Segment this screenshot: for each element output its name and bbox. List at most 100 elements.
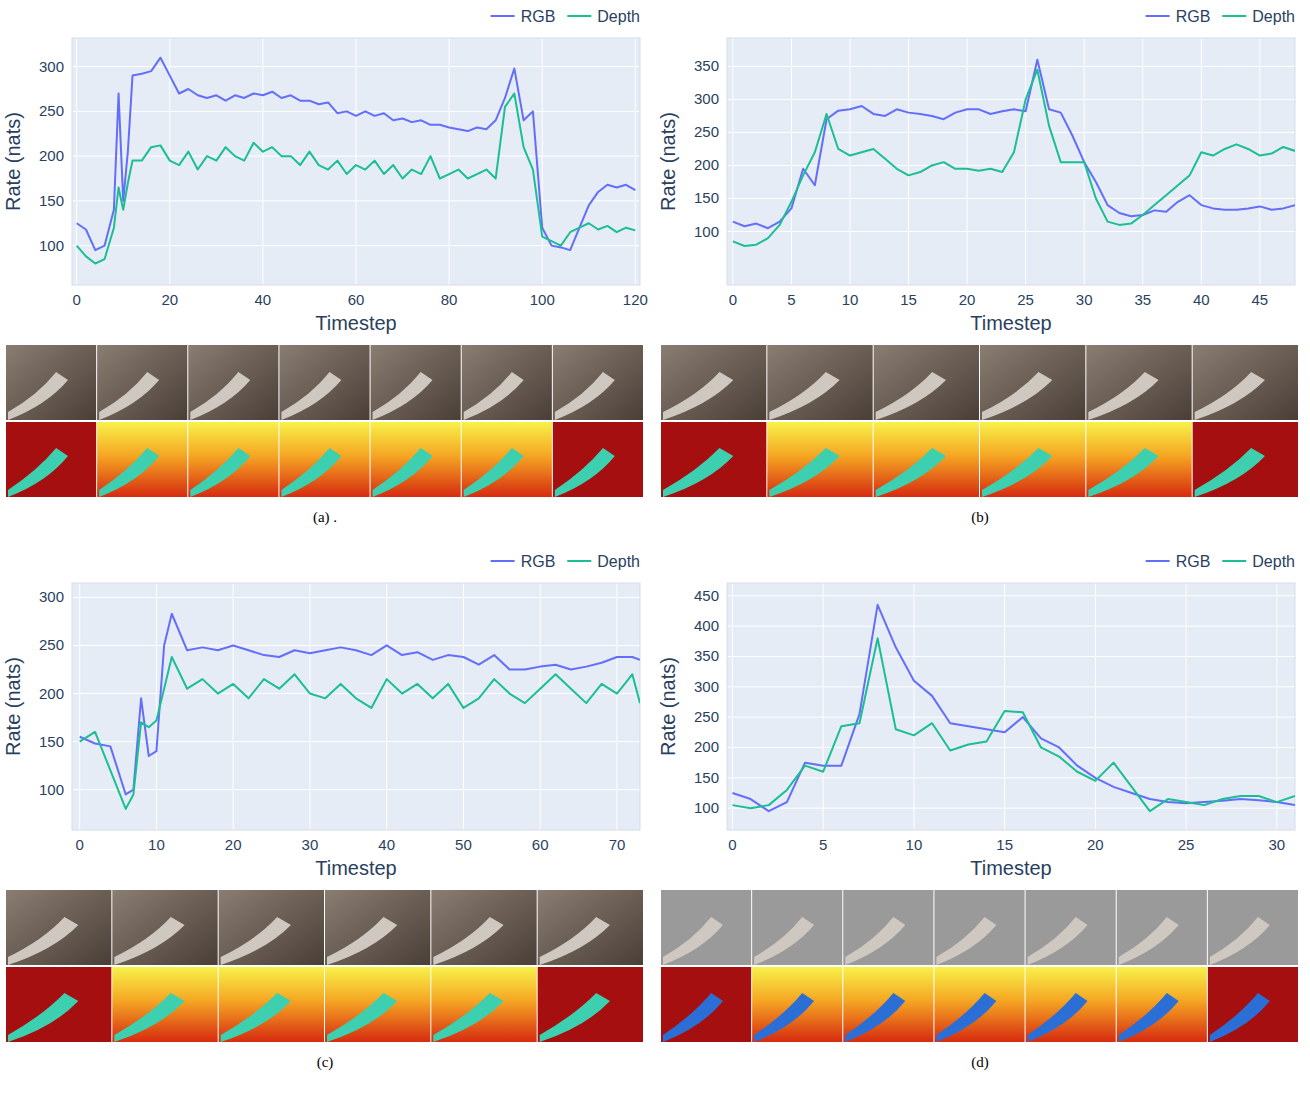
series-line — [733, 70, 1295, 246]
tick-label: 200 — [694, 156, 719, 173]
tick-label: 20 — [161, 291, 178, 308]
tick-label: 20 — [959, 291, 976, 308]
series-line — [77, 93, 636, 263]
tick-label: 200 — [694, 738, 719, 755]
series-line — [77, 58, 636, 250]
panel: 100150200250300350400450051015202530Time… — [657, 553, 1298, 1071]
rgb-thumbnail — [661, 345, 766, 420]
panel: 100150200250300020406080100120TimestepRa… — [2, 8, 648, 526]
tick-label: 40 — [255, 291, 272, 308]
grid-line — [1004, 583, 1005, 830]
tick-label: 0 — [729, 291, 737, 308]
grid-line — [727, 747, 1295, 748]
tick-label: 100 — [530, 291, 555, 308]
grid-line — [449, 38, 450, 285]
tick-label: 250 — [694, 123, 719, 140]
series-line — [80, 657, 640, 809]
depth-thumbnail — [752, 967, 842, 1042]
depth-thumbnail — [371, 422, 461, 497]
legend-label: RGB — [1176, 553, 1211, 570]
legend-swatch — [1222, 560, 1246, 562]
tick-label: 15 — [900, 291, 917, 308]
rgb-thumbnail — [661, 890, 751, 965]
tick-label: 0 — [72, 291, 80, 308]
tick-label: 30 — [302, 836, 319, 853]
tick-label: 250 — [694, 708, 719, 725]
tick-label: 20 — [1087, 836, 1104, 853]
grid-line — [1259, 38, 1260, 285]
figure: 100150200250300020406080100120TimestepRa… — [0, 0, 1310, 1105]
grid-line — [849, 38, 850, 285]
axis-title: Timestep — [315, 857, 397, 879]
grid-line — [72, 645, 640, 646]
rgb-thumbnail — [538, 890, 643, 965]
plot-background — [727, 38, 1295, 285]
grid-line — [309, 583, 310, 830]
grid-line — [913, 583, 914, 830]
depth-thumbnail — [843, 967, 933, 1042]
grid-line — [727, 686, 1295, 687]
tick-label: 350 — [694, 647, 719, 664]
grid-line — [727, 777, 1295, 778]
rgb-thumbnail — [371, 345, 461, 420]
grid-line — [1201, 38, 1202, 285]
panel-caption: (a) . — [313, 509, 337, 526]
depth-thumbnail — [538, 967, 643, 1042]
tick-label: 200 — [39, 685, 64, 702]
plot-frame — [72, 38, 640, 285]
tick-label: 300 — [694, 90, 719, 107]
depth-thumbnail — [279, 422, 369, 497]
legend-label: Depth — [1252, 8, 1295, 25]
grid-line — [1142, 38, 1143, 285]
tick-label: 250 — [39, 636, 64, 653]
tick-label: 300 — [694, 678, 719, 695]
tick-label: 50 — [455, 836, 472, 853]
tick-label: 30 — [1269, 836, 1286, 853]
grid-line — [262, 38, 263, 285]
tick-label: 100 — [694, 223, 719, 240]
grid-line — [72, 693, 640, 694]
tick-label: 0 — [728, 836, 736, 853]
depth-thumbnail — [462, 422, 552, 497]
panel-caption: (c) — [317, 1054, 334, 1071]
tick-label: 10 — [906, 836, 923, 853]
depth-thumbnail — [1208, 967, 1298, 1042]
grid-line — [727, 231, 1295, 232]
tick-label: 350 — [694, 57, 719, 74]
tick-label: 60 — [348, 291, 365, 308]
grid-line — [616, 583, 617, 830]
plot-background — [727, 583, 1295, 830]
plot-frame — [727, 583, 1295, 830]
plot-frame — [72, 583, 640, 830]
tick-label: 100 — [39, 237, 64, 254]
legend-swatch — [1146, 560, 1170, 562]
axis-title: Rate (nats) — [2, 657, 24, 756]
rgb-thumbnail — [1086, 345, 1191, 420]
tick-label: 60 — [532, 836, 549, 853]
grid-line — [72, 789, 640, 790]
grid-line — [1186, 583, 1187, 830]
rgb-thumbnail — [553, 345, 643, 420]
grid-line — [732, 38, 733, 285]
series-line — [80, 614, 640, 795]
lines — [77, 58, 636, 264]
tick-label: 40 — [1193, 291, 1210, 308]
grid-line — [727, 198, 1295, 199]
tick-label: 45 — [1252, 291, 1269, 308]
grid-line — [967, 38, 968, 285]
axis-title: Rate (nats) — [2, 112, 24, 211]
rgb-thumbnail — [6, 345, 96, 420]
rgb-thumbnail — [431, 890, 536, 965]
rgb-thumbnail — [874, 345, 979, 420]
tick-label: 100 — [39, 781, 64, 798]
lines — [733, 60, 1295, 246]
depth-thumbnail — [1026, 967, 1116, 1042]
tick-label: 30 — [1076, 291, 1093, 308]
depth-thumbnail — [934, 967, 1024, 1042]
tick-label: 400 — [694, 617, 719, 634]
grid-line — [727, 99, 1295, 100]
grid-line — [79, 583, 80, 830]
rgb-thumbnail — [97, 345, 187, 420]
plot-background — [72, 38, 640, 285]
depth-thumbnail — [874, 422, 979, 497]
